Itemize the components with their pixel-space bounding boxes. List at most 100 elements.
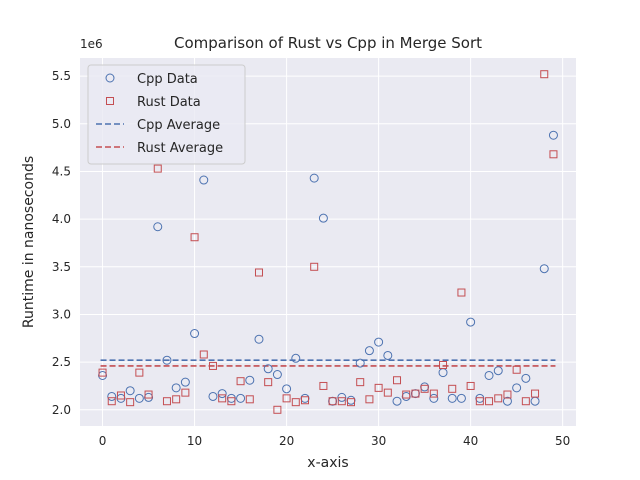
data-point	[521, 373, 531, 383]
data-point	[402, 390, 411, 399]
data-point	[208, 361, 217, 370]
data-point	[549, 150, 558, 159]
legend-circle-marker	[105, 73, 115, 83]
data-point	[485, 397, 494, 406]
y-axis-ticks: 2.0 2.5 3.0 3.5 4.0 4.5 5.0 5.5	[52, 69, 71, 417]
grid-lines	[80, 58, 576, 426]
data-point	[254, 268, 263, 277]
data-point	[411, 389, 420, 398]
data-point	[236, 393, 246, 403]
data-point	[291, 398, 300, 407]
data-point	[181, 388, 190, 397]
data-point	[318, 213, 328, 223]
data-point	[540, 70, 549, 79]
data-point	[429, 389, 438, 398]
data-point	[355, 358, 365, 368]
data-point	[190, 233, 199, 242]
data-point	[217, 389, 227, 399]
data-point	[420, 384, 429, 393]
x-tick-label: 10	[187, 434, 202, 448]
data-point	[291, 353, 301, 363]
data-points	[98, 70, 558, 414]
data-point	[439, 360, 448, 369]
data-point	[125, 386, 135, 396]
data-point	[328, 397, 337, 406]
y-tick-label: 3.0	[52, 307, 71, 321]
data-point	[493, 366, 503, 376]
data-point	[116, 391, 125, 400]
data-point	[383, 388, 392, 397]
legend-label: Rust Average	[137, 141, 223, 156]
data-point	[153, 222, 163, 232]
data-point	[429, 393, 439, 403]
data-point	[245, 395, 254, 404]
data-point	[512, 383, 522, 393]
data-point	[282, 394, 291, 403]
data-point	[309, 173, 319, 183]
legend: Cpp Data Rust Data Cpp Average Rust Average	[87, 64, 246, 165]
data-point	[475, 397, 484, 406]
y-tick-label: 3.5	[52, 260, 71, 274]
data-point	[144, 390, 153, 399]
data-point	[180, 377, 190, 387]
data-point	[392, 396, 402, 406]
legend-item: Rust Average	[96, 141, 223, 156]
data-point	[172, 395, 181, 404]
data-point	[135, 368, 144, 377]
x-tick-label: 50	[555, 434, 570, 448]
data-point	[319, 381, 328, 390]
data-point	[98, 368, 107, 377]
data-point	[356, 378, 365, 387]
y-offset-label: 1e6	[80, 37, 103, 51]
data-point	[521, 397, 530, 406]
data-point	[531, 389, 540, 398]
data-point	[539, 264, 549, 274]
data-point	[300, 396, 309, 405]
data-point	[263, 364, 273, 374]
data-point	[254, 334, 264, 344]
data-point	[365, 395, 374, 404]
data-point	[494, 394, 503, 403]
data-point	[171, 383, 181, 393]
data-point	[107, 397, 116, 406]
data-point	[337, 397, 346, 406]
x-axis-label: x-axis	[307, 455, 348, 471]
data-point	[153, 164, 162, 173]
x-tick-label: 0	[99, 434, 107, 448]
data-point	[199, 350, 208, 359]
y-tick-label: 5.0	[52, 117, 71, 131]
data-point	[393, 376, 402, 385]
x-tick-label: 30	[371, 434, 386, 448]
data-point	[199, 175, 209, 185]
x-tick-label: 40	[463, 434, 478, 448]
data-point	[466, 317, 476, 327]
data-point	[107, 391, 117, 401]
y-tick-label: 4.0	[52, 212, 71, 226]
data-point	[273, 405, 282, 414]
data-point	[484, 370, 494, 380]
legend-label: Cpp Average	[137, 118, 220, 133]
data-point	[245, 375, 255, 385]
y-tick-label: 2.5	[52, 355, 71, 369]
data-point	[374, 383, 383, 392]
y-tick-label: 4.5	[52, 164, 71, 178]
y-tick-label: 5.5	[52, 69, 71, 83]
chart-title: Comparison of Rust vs Cpp in Merge Sort	[174, 34, 482, 52]
x-tick-label: 20	[279, 434, 294, 448]
average-lines	[100, 359, 556, 367]
data-point	[456, 393, 466, 403]
legend-item: Cpp Data	[105, 72, 198, 87]
legend-label: Rust Data	[137, 95, 201, 110]
data-point	[448, 384, 457, 393]
data-point	[347, 398, 356, 407]
legend-square-marker	[106, 97, 114, 105]
legend-item: Cpp Average	[96, 118, 220, 133]
data-point	[282, 384, 292, 394]
data-point	[162, 397, 171, 406]
y-axis-label: Runtime in nanoseconds	[21, 156, 37, 328]
data-point	[208, 391, 218, 401]
y-tick-label: 2.0	[52, 403, 71, 417]
data-point	[218, 394, 227, 403]
data-point	[447, 393, 457, 403]
